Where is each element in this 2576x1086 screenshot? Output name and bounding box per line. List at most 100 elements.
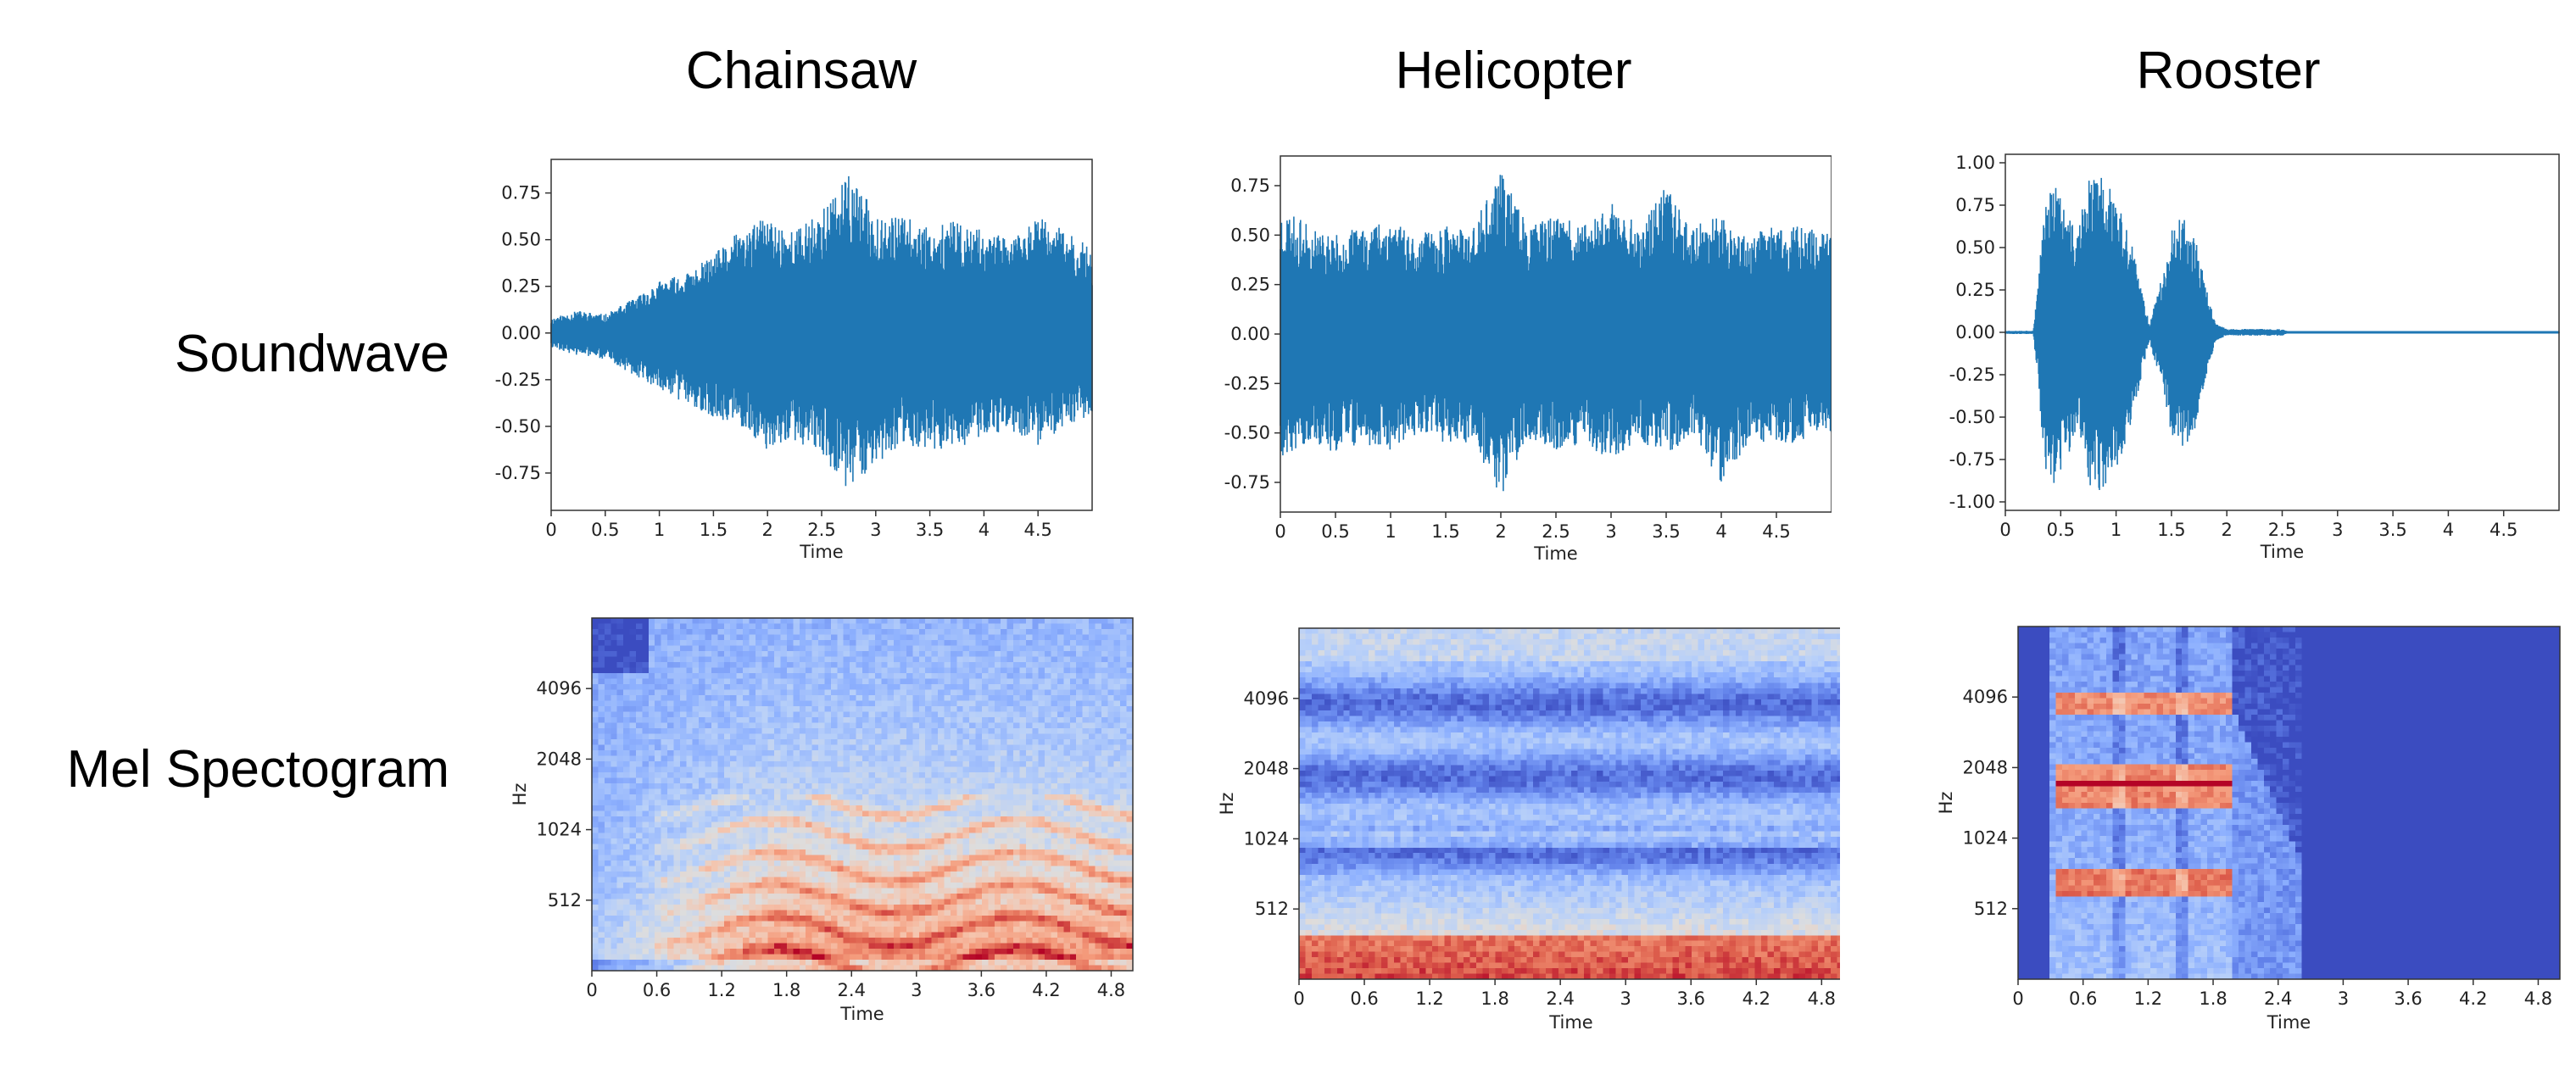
- y-axis-label: Hz: [1936, 792, 1956, 815]
- x-axis-label: Time: [1548, 1012, 1592, 1030]
- x-tick-label: 3: [1605, 521, 1616, 542]
- x-tick-label: 4: [1715, 521, 1726, 542]
- x-axis-label: Time: [839, 1004, 884, 1022]
- x-tick-label: 3: [870, 520, 881, 540]
- y-tick-label: 0.00: [1230, 324, 1270, 344]
- x-tick-label: 0: [1274, 521, 1285, 542]
- y-tick-label: 0.00: [1955, 322, 1995, 343]
- x-tick-label: 1.2: [707, 980, 735, 1000]
- y-tick-label: -0.25: [1224, 373, 1270, 393]
- x-tick-label: 4.5: [2490, 520, 2517, 540]
- y-tick-label: 1.00: [1955, 153, 1995, 173]
- x-tick-label: 1: [654, 520, 665, 540]
- x-tick-label: 1.5: [1431, 521, 1459, 542]
- y-tick-label: 1024: [537, 820, 582, 840]
- x-tick-label: 0.5: [1321, 521, 1349, 542]
- x-tick-label: 1.5: [700, 520, 728, 540]
- x-tick-label: 4.5: [1023, 520, 1051, 540]
- waveform-signal: [550, 175, 1093, 487]
- x-tick-label: 4: [979, 520, 990, 540]
- y-tick-label: 2048: [1244, 759, 1289, 779]
- x-tick-label: 1.8: [1480, 989, 1508, 1009]
- x-tick-label: 1.2: [2134, 989, 2162, 1009]
- y-tick-label: -1.00: [1949, 492, 1995, 512]
- x-tick-label: 3.6: [1677, 989, 1705, 1009]
- x-axis-label: Time: [2267, 1012, 2311, 1030]
- y-tick-label: -0.75: [1949, 449, 1995, 470]
- x-tick-label: 2.4: [2264, 989, 2292, 1009]
- y-tick-label: 0.75: [501, 183, 541, 203]
- x-tick-label: 1: [1385, 521, 1396, 542]
- y-tick-label: -0.25: [495, 370, 541, 390]
- plot-frame: [1298, 627, 1840, 980]
- y-tick-label: 0.75: [1230, 175, 1270, 196]
- y-tick-label: 1024: [1244, 828, 1289, 849]
- x-tick-label: 4.5: [1762, 521, 1790, 542]
- column-title-helicopter: Helicopter: [1395, 42, 1632, 100]
- x-tick-label: 2: [2222, 520, 2233, 540]
- x-tick-label: 2.4: [838, 980, 866, 1000]
- spectrogram-cells: [2018, 627, 2561, 980]
- x-tick-label: 1.2: [1415, 989, 1443, 1009]
- x-tick-label: 4.2: [1742, 989, 1770, 1009]
- x-tick-label: 0.5: [2047, 520, 2075, 540]
- x-tick-label: 4.8: [2524, 989, 2552, 1009]
- row-title-mel-spectogram: Mel Spectogram: [66, 740, 449, 799]
- plot-frame: [2017, 626, 2561, 980]
- x-tick-label: 4.8: [1097, 980, 1125, 1000]
- y-tick-label: -0.50: [495, 416, 541, 437]
- y-axis-label: Hz: [1217, 793, 1237, 816]
- x-tick-label: 2.5: [2268, 520, 2296, 540]
- x-tick-label: 0: [1293, 989, 1304, 1009]
- x-tick-label: 2: [1495, 521, 1506, 542]
- y-tick-label: 0.75: [1955, 195, 1995, 215]
- y-tick-label: 0.50: [1955, 237, 1995, 258]
- x-tick-label: 3.5: [916, 520, 944, 540]
- x-tick-label: 0.6: [2069, 989, 2097, 1009]
- y-tick-label: 0.50: [1230, 225, 1270, 245]
- y-tick-label: 2048: [537, 749, 582, 769]
- y-tick-label: 4096: [1244, 688, 1289, 709]
- waveform-signal: [2004, 177, 2560, 490]
- x-tick-label: 4.2: [2459, 989, 2487, 1009]
- x-tick-label: 4.8: [1808, 989, 1836, 1009]
- y-tick-label: 4096: [537, 678, 582, 699]
- x-tick-label: 1.8: [2199, 989, 2227, 1009]
- y-tick-label: 0.50: [501, 230, 541, 250]
- x-tick-label: 3: [2338, 989, 2349, 1009]
- x-axis-label: Time: [2260, 542, 2304, 562]
- x-tick-label: 3: [1620, 989, 1631, 1009]
- y-tick-label: -0.50: [1949, 407, 1995, 427]
- soundwave-helicopter-chart: 0 0.5 1 1.5 2 2.5 3 3.5 4 4.5 -0.75 -0.50 -0.25 0.00 0…: [1224, 155, 1832, 564]
- x-tick-label: 3: [911, 980, 922, 1000]
- x-tick-label: 2: [762, 520, 773, 540]
- x-tick-label: 3.5: [2378, 520, 2406, 540]
- y-tick-label: -0.50: [1224, 423, 1270, 443]
- x-tick-label: 0: [545, 520, 556, 540]
- x-tick-label: 0.6: [643, 980, 671, 1000]
- y-tick-label: 1024: [1963, 828, 2008, 849]
- x-tick-label: 3.6: [2394, 989, 2422, 1009]
- waveform-signal: [1280, 175, 1832, 492]
- x-tick-label: 3: [2332, 520, 2343, 540]
- y-tick-label: 512: [548, 890, 582, 911]
- y-tick-label: 4096: [1963, 687, 2008, 707]
- y-tick-label: -0.75: [495, 463, 541, 483]
- x-tick-label: 3.5: [1652, 521, 1680, 542]
- x-tick-label: 0: [1999, 520, 2010, 540]
- x-tick-label: 0.5: [591, 520, 619, 540]
- y-axis-label: Hz: [510, 783, 530, 806]
- x-axis-label: Time: [799, 542, 843, 562]
- melspec-rooster-chart: 0 0.6 1.2 1.8 2.4 3 3.6 4.2 4.8 512 1024 2048 4096 Ti…: [1936, 626, 2561, 1030]
- x-tick-label: 1.5: [2157, 520, 2185, 540]
- y-tick-label: -0.75: [1224, 472, 1270, 493]
- column-title-chainsaw: Chainsaw: [685, 42, 917, 100]
- x-tick-label: 0.6: [1350, 989, 1378, 1009]
- x-tick-label: 2.5: [1542, 521, 1570, 542]
- spectrogram-cells: [592, 618, 1134, 972]
- y-tick-label: 512: [1255, 899, 1289, 919]
- x-tick-label: 4: [2443, 520, 2454, 540]
- y-tick-label: -0.25: [1949, 365, 1995, 385]
- x-tick-label: 4.2: [1032, 980, 1060, 1000]
- x-tick-label: 1: [2110, 520, 2122, 540]
